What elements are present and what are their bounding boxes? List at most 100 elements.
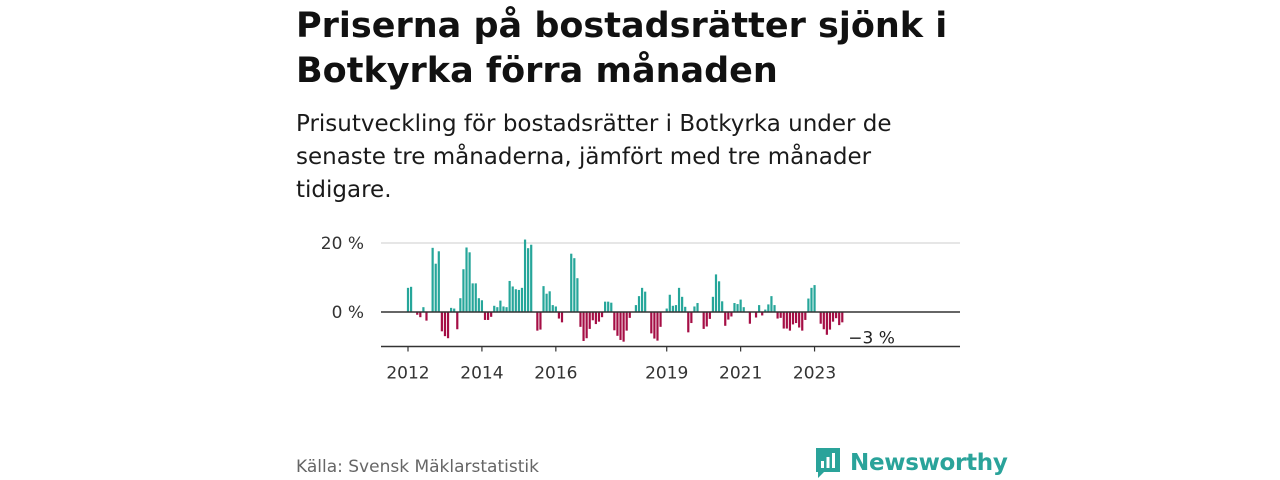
bar: [610, 302, 613, 312]
bar-chart: 20 % 0 % 2012 2014 2016 2019 2021 2023 −3 %: [321, 234, 960, 384]
bar: [804, 312, 807, 320]
bar: [474, 283, 477, 312]
bar: [480, 300, 484, 312]
chart-title: Priserna på bostadsrätter sjönk i Botkyr…: [296, 6, 948, 91]
bar: [604, 301, 607, 312]
bar: [628, 312, 631, 318]
x-tick-label: 2012: [386, 364, 429, 384]
bar: [542, 286, 545, 312]
bar: [730, 312, 733, 317]
bar: [594, 312, 597, 325]
bar: [794, 312, 798, 324]
x-tick-label: 2023: [793, 364, 836, 384]
bar: [644, 291, 647, 312]
bar: [527, 248, 530, 312]
bar: [477, 298, 480, 312]
bar: [406, 287, 410, 312]
bar: [443, 312, 447, 337]
bar: [736, 304, 739, 312]
bar: [446, 312, 450, 339]
bar: [456, 312, 459, 330]
bar: [440, 312, 443, 332]
bar: [450, 307, 453, 312]
bar: [674, 305, 678, 312]
brand-logo: Newsworthy: [814, 446, 1008, 480]
bar: [431, 247, 434, 312]
bar: [548, 291, 551, 312]
x-tick-label: 2019: [645, 364, 688, 384]
bar: [637, 296, 641, 312]
bar: [764, 309, 767, 312]
bar: [739, 299, 742, 312]
bar: [419, 312, 422, 318]
bar: [773, 305, 776, 312]
bar: [788, 312, 792, 331]
bar: [619, 312, 622, 340]
bar: [677, 287, 681, 312]
y-tick-label: 0 %: [332, 303, 364, 323]
bar: [825, 312, 828, 335]
bar: [607, 301, 610, 312]
source-note: Källa: Svensk Mäklarstatistik: [296, 457, 539, 477]
bar: [705, 312, 708, 327]
bar: [465, 247, 468, 312]
bar: [625, 312, 628, 331]
bar: [554, 306, 557, 312]
bar: [539, 312, 542, 330]
x-tick-label: 2016: [534, 364, 577, 384]
bar: [785, 312, 788, 329]
bar: [551, 305, 554, 312]
bar: [502, 306, 505, 312]
bar: [687, 312, 690, 333]
bar: [545, 293, 548, 312]
bar: [665, 308, 668, 312]
bar: [690, 312, 693, 324]
bar: [724, 312, 727, 326]
bar: [798, 312, 801, 328]
bar: [511, 286, 514, 312]
bar: [434, 263, 437, 312]
bar: [721, 301, 724, 312]
bar: [576, 278, 579, 312]
bar: [838, 312, 841, 326]
bar: [782, 312, 785, 329]
bar: [468, 252, 471, 312]
bar: [496, 307, 499, 312]
bar: [831, 312, 835, 322]
bar: [560, 312, 564, 323]
bar: [597, 312, 601, 322]
bar: [822, 312, 825, 330]
bar: [717, 281, 721, 312]
bar: [748, 312, 751, 324]
brand-name: Newsworthy: [850, 450, 1008, 476]
bar: [616, 312, 619, 336]
bar: [409, 286, 413, 312]
bar: [742, 307, 745, 312]
bar: [671, 305, 674, 312]
chart-subtitle: Prisutveckling för bostadsrätter i Botky…: [296, 111, 892, 203]
bar: [659, 312, 662, 327]
bar: [600, 312, 604, 318]
bar: [459, 298, 462, 312]
bar: [702, 312, 705, 329]
bar: [828, 312, 832, 330]
bar: [754, 312, 758, 318]
bar: [810, 287, 813, 312]
bar: [693, 306, 696, 312]
x-tick-label: 2021: [719, 364, 762, 384]
y-tick-label: 20 %: [321, 234, 364, 254]
bar: [582, 312, 585, 341]
bar: [640, 287, 644, 312]
bar: [758, 305, 761, 312]
bar: [508, 280, 511, 312]
bar: [536, 312, 539, 331]
bar: [770, 296, 773, 312]
bar: [588, 312, 591, 329]
bar: [483, 312, 487, 320]
newsworthy-logo-icon: [816, 448, 840, 478]
bar: [727, 312, 730, 320]
bar: [807, 298, 810, 312]
bar: [650, 312, 653, 334]
bar: [708, 312, 711, 319]
bar: [714, 274, 718, 312]
